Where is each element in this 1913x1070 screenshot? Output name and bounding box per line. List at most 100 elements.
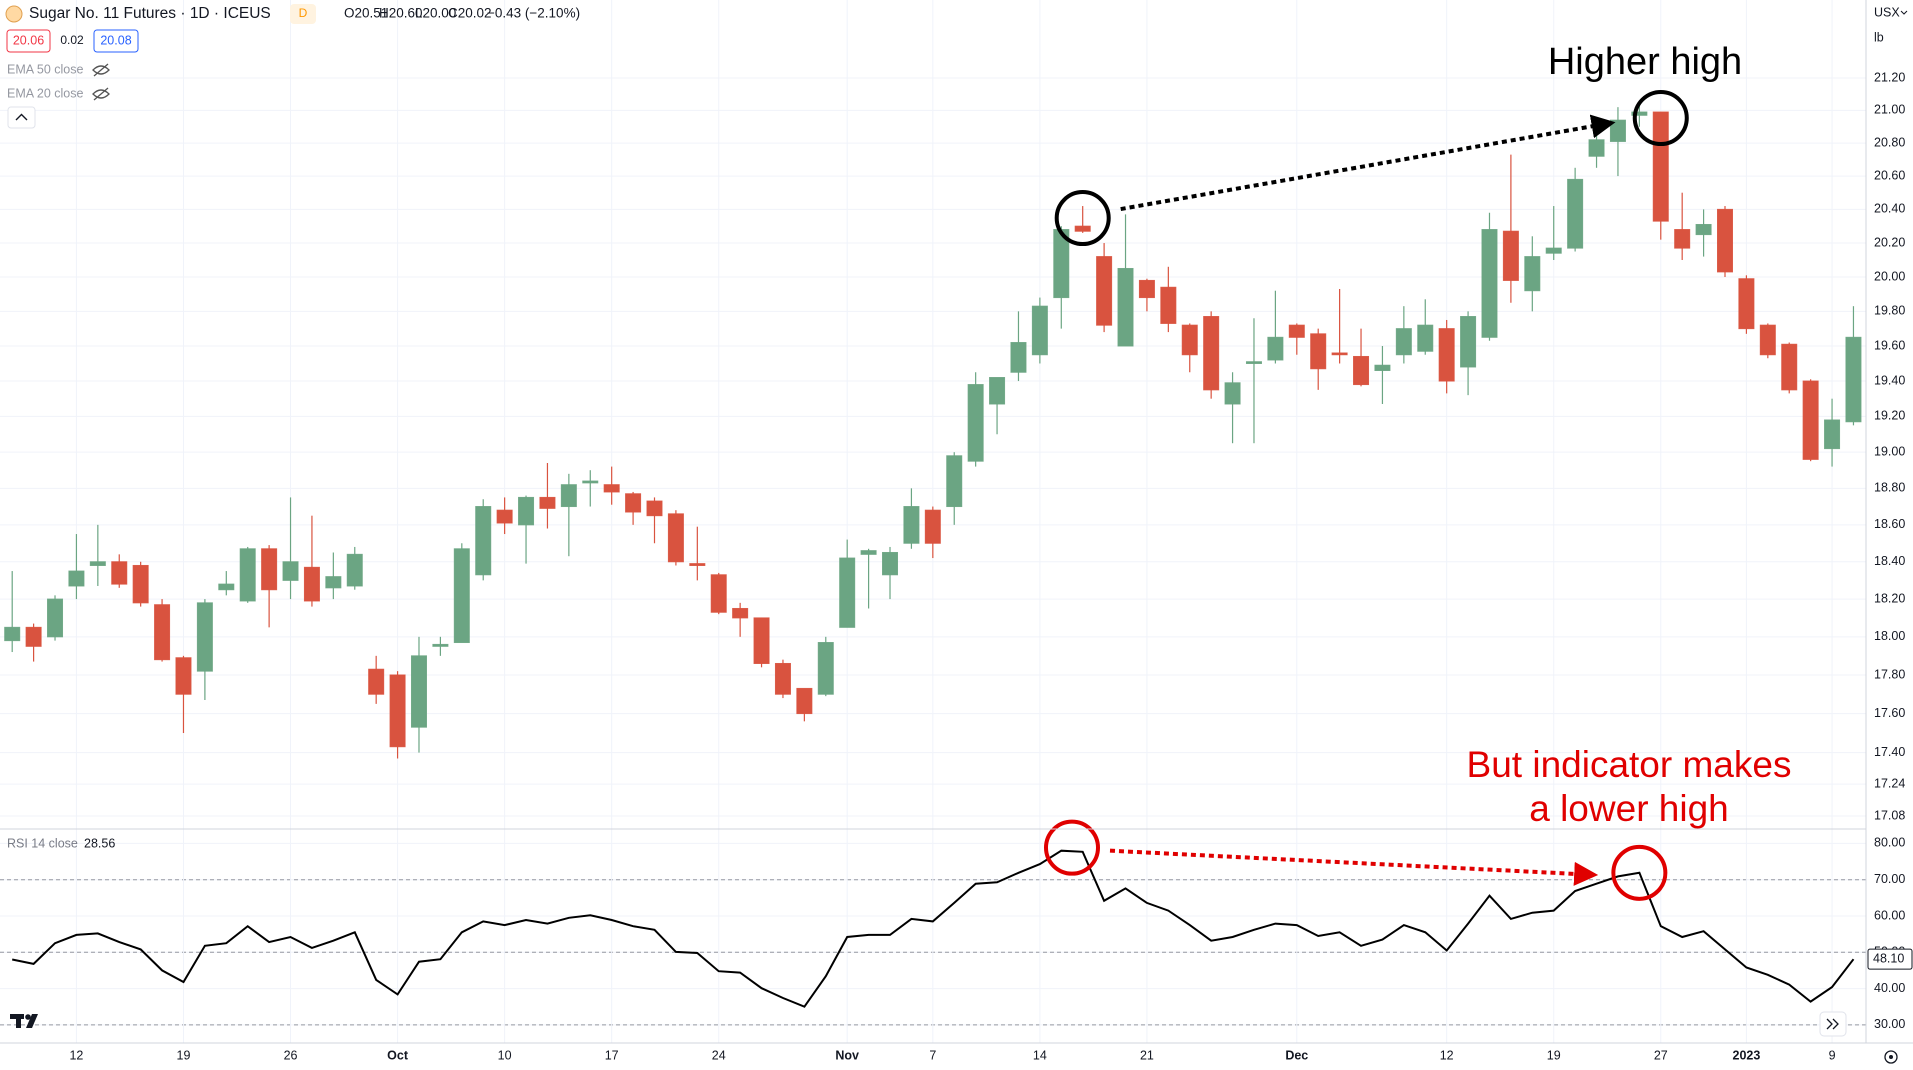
y-tick-label: 18.60 [1874,517,1905,531]
candle-body [1759,324,1776,356]
candle-body [1545,247,1562,254]
y-tick-label: 80.00 [1874,836,1905,850]
y-tick-label: 17.24 [1874,776,1905,790]
candle-body [47,598,64,638]
y-tick-label: 19.20 [1874,409,1905,423]
x-tick-label: 27 [1654,1048,1668,1062]
symbol-title[interactable]: Sugar No. 11 Futures · 1D · ICEUS [29,5,271,22]
x-tick-label: 12 [69,1048,83,1062]
x-tick-label: 24 [712,1048,726,1062]
candle-body [1738,278,1755,330]
y-tick-label: 20.20 [1874,235,1905,249]
y-tick-label: 70.00 [1874,872,1905,886]
annotation: But indicator makes [1467,744,1792,785]
y-tick-label: 40.00 [1874,981,1905,995]
candle-body [689,563,706,566]
candle-body [1117,267,1134,347]
candle-body [710,574,727,613]
candle-body [1288,324,1305,338]
header: Sugar No. 11 Futures · 1D · ICEUS D O20.… [5,4,1908,850]
y-tick-label: 18.20 [1874,591,1905,605]
marks [4,102,1862,1008]
candle-body [89,561,106,566]
candle-body [1181,324,1198,356]
x-tick-label: 26 [284,1048,298,1062]
annotation: Higher high [1548,41,1742,83]
candle-body [796,687,813,715]
ohlc-close: C20.02 [448,6,492,21]
x-tick-label: 10 [498,1048,512,1062]
trend-arrow [1120,114,1616,212]
candle-body [1717,208,1733,273]
candle-body [68,570,85,587]
x-tick-label: Nov [835,1048,859,1062]
candle-body [1609,119,1626,142]
last-value-label: 48.10 [1873,951,1904,965]
indicator-legend[interactable]: EMA 20 close [7,86,83,100]
candle-body [218,583,235,591]
candle-body [111,561,128,585]
y-tick-label: 20.00 [1874,269,1905,283]
candle-body [1395,328,1412,356]
overlay: 17.08 17.24 17.40 17.60 17.80 18.00 18.20 18.40… [69,41,1913,1062]
y-tick-label: 19.80 [1874,304,1905,318]
candle-body [1353,355,1370,386]
hide-icons[interactable] [92,63,110,101]
highlight-circle [1054,190,1111,247]
candle-body [1417,324,1434,352]
highlight-circle [1611,844,1668,901]
x-tick-label: 9 [1829,1048,1836,1062]
candle-body [132,564,149,604]
candle-body [432,643,449,647]
y-tick-label: 18.00 [1874,629,1905,643]
candle-body [989,377,1006,405]
currency-dropdown[interactable] [1900,10,1908,15]
y-tick-label: 19.60 [1874,338,1905,352]
unit[interactable]: lb [1874,30,1884,44]
candle-body [1031,305,1048,356]
candle-body [582,480,599,484]
currency[interactable]: USX [1874,5,1900,19]
ohlc-open: O20.51 [344,6,388,21]
candle-body [1524,256,1541,292]
candle-body [154,604,171,661]
candle-body [1245,361,1262,364]
x-tick-label: 21 [1140,1048,1154,1062]
rsi-legend[interactable]: RSI 14 close [7,836,78,850]
candle-body [903,506,920,544]
indicator-legend[interactable]: EMA 50 close [7,62,83,76]
spread: 0.02 [60,33,84,47]
x-tick-label: Oct [387,1048,409,1062]
candle-body [410,655,427,728]
candle-body [303,566,320,602]
candle-body [1310,333,1327,370]
ask: 20.08 [100,33,131,47]
bid-box[interactable] [6,29,51,53]
candle-body [261,548,278,591]
candle-body [1438,328,1455,382]
y-tick-label: 17.40 [1874,745,1905,759]
candle-body [967,384,984,462]
candle-body [646,500,663,517]
settings-button[interactable] [1884,1050,1898,1064]
rsi-legend-value: 28.56 [84,836,115,850]
y-tick-label: 20.80 [1874,135,1905,149]
bid: 20.06 [13,33,44,47]
candle-body [667,513,684,563]
y-tick-label: 20.60 [1874,168,1905,182]
y-tick-label: 17.08 [1874,808,1905,822]
candle-body [1695,223,1712,236]
scroll-icon [1826,1018,1839,1030]
y-tick-label: 60.00 [1874,908,1905,922]
ask-box[interactable] [93,29,139,53]
candle-body [1588,139,1605,157]
highlight-circle [1043,819,1100,876]
candle-body [368,668,385,695]
candle-body [1203,316,1220,391]
x-tick-label: 7 [929,1048,936,1062]
collapse-button[interactable] [7,106,36,129]
candle-body [839,557,856,628]
scroll-button[interactable] [1819,1011,1847,1037]
candle-body [1631,111,1648,116]
y-tick-label: 17.80 [1874,667,1905,681]
